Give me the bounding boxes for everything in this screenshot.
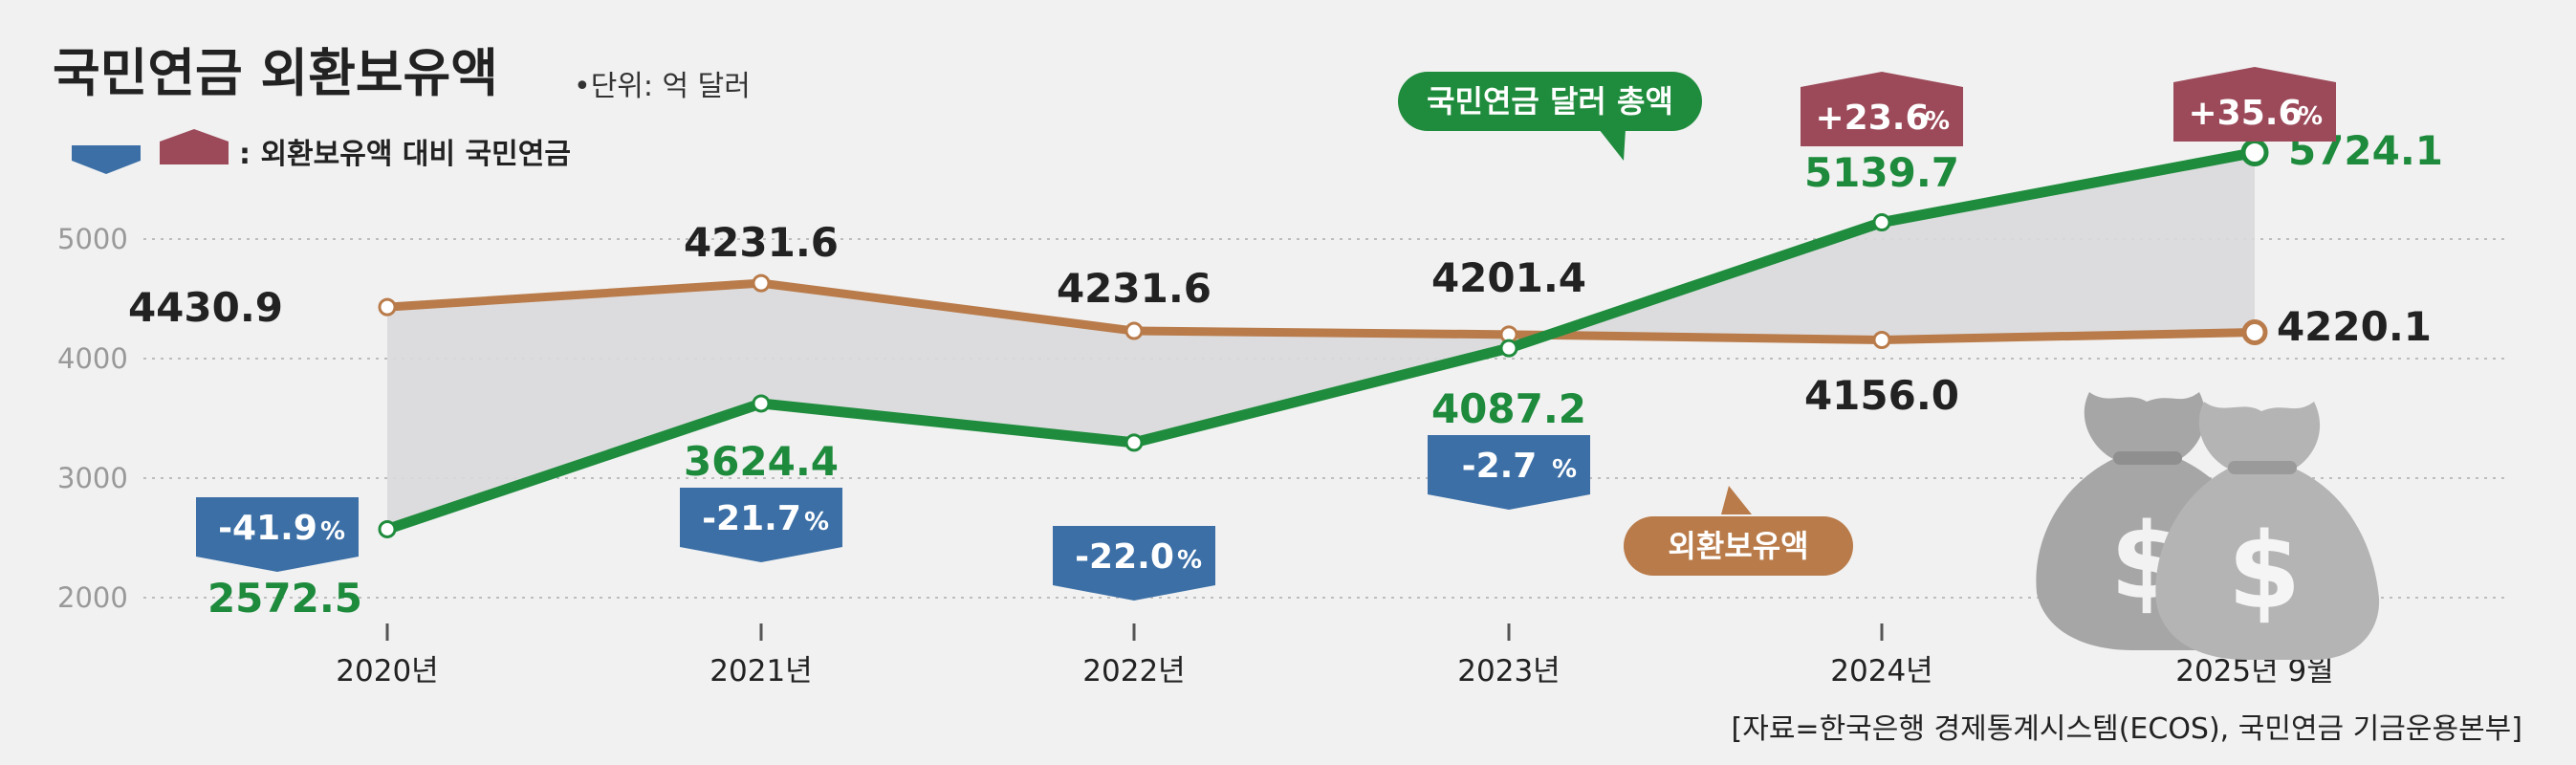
gap-fill — [387, 152, 2255, 530]
series-lines — [385, 147, 2257, 535]
point-orange — [1124, 321, 1144, 340]
series-points — [378, 138, 2269, 538]
data-label-orange: 4231.6 — [1057, 265, 1212, 312]
series-line-green — [385, 147, 2257, 535]
legend-text: : 외환보유액 대비 국민연금 — [239, 138, 571, 171]
ratio-badge: -2.7% — [1428, 435, 1590, 510]
ratio-badge-shape — [2173, 67, 2336, 142]
y-tick-label: 4000 — [57, 342, 128, 375]
ratio-badge-suffix: % — [320, 517, 345, 546]
y-tick-label: 5000 — [57, 223, 128, 255]
money-bag-icon: $ $ — [2036, 392, 2380, 660]
ratio-badge-value: -41.9 — [218, 509, 317, 548]
point-orange — [2241, 318, 2268, 345]
chart-title: 국민연금 외환보유액 — [53, 43, 498, 103]
ratio-badge: +35.6% — [2173, 67, 2336, 142]
callout-green: 국민연금 달러 총액 — [1398, 72, 1702, 161]
legend: : 외환보유액 대비 국민연금 — [72, 129, 571, 174]
ratio-badge-shape — [1428, 435, 1590, 510]
callout-orange: 외환보유액 — [1624, 486, 1853, 576]
ratio-badge-suffix: % — [1925, 107, 1950, 136]
series-line-orange — [386, 278, 2256, 344]
ratio-badge-value: -2.7 — [1462, 447, 1538, 486]
ratio-badge-suffix: % — [804, 508, 829, 536]
ratio-badge: -41.9% — [196, 497, 359, 572]
point-green — [378, 519, 397, 538]
ratio-badge-shape — [1053, 526, 1215, 601]
point-orange — [378, 297, 397, 317]
data-label-green: 3624.4 — [684, 438, 839, 485]
legend-positive-badge-icon — [160, 129, 229, 164]
ratio-badge-value: -21.7 — [702, 499, 801, 538]
ratio-badge: +23.6% — [1801, 72, 1963, 146]
unit-label: •단위: 억 달러 — [574, 70, 751, 103]
ratio-badge-shape — [680, 488, 842, 562]
x-tick-label: 2022년 — [1082, 654, 1185, 688]
y-tick-label: 2000 — [57, 581, 128, 614]
point-green — [1124, 433, 1144, 452]
y-tick-label: 3000 — [57, 462, 128, 494]
ratio-badge-shape — [196, 497, 359, 572]
svg-text:$: $ — [2228, 510, 2302, 632]
data-label-orange: 4430.9 — [128, 284, 283, 331]
ratio-badge-value: +23.6 — [1816, 98, 1930, 138]
point-orange — [1872, 331, 1891, 349]
point-green — [1872, 213, 1891, 232]
x-tick-label: 2024년 — [1830, 654, 1932, 688]
point-orange — [752, 273, 771, 293]
source-note: [자료=한국은행 경제통계시스템(ECOS), 국민연금 기금운용본부] — [1732, 712, 2522, 746]
x-tick-label: 2020년 — [336, 654, 438, 688]
point-green — [752, 394, 771, 413]
ratio-badge-suffix: % — [1177, 546, 1202, 575]
ratio-badge: -22.0% — [1053, 526, 1215, 601]
data-label-green: 4087.2 — [1431, 385, 1586, 432]
x-tick-label: 2023년 — [1457, 654, 1560, 688]
data-label-green: 2572.5 — [207, 575, 362, 622]
callout-orange-text: 외환보유액 — [1668, 528, 1808, 564]
ratio-badge-shape — [1801, 72, 1963, 146]
ratio-badges: -41.9% -21.7 %-22.0 %-2.7 %+23.6% +35.6% — [196, 67, 2336, 601]
x-tick-label: 2021년 — [709, 654, 812, 688]
gap-area — [387, 152, 2255, 530]
point-green — [2240, 138, 2269, 166]
ratio-badge-suffix: % — [2298, 102, 2323, 131]
callout-green-text: 국민연금 달러 총액 — [1427, 83, 1673, 120]
data-label-orange: 4201.4 — [1431, 254, 1586, 301]
legend-negative-badge-icon — [72, 145, 141, 174]
point-green — [1499, 339, 1518, 358]
data-label-orange: 4231.6 — [684, 219, 839, 266]
ratio-badge-value: +35.6 — [2189, 94, 2303, 133]
ratio-badge: -21.7% — [680, 488, 842, 562]
data-label-orange: 4156.0 — [1804, 372, 1959, 419]
x-axis: 2020년 2021년 2022년 2023년 2024년 2025년 9월 — [336, 623, 2334, 688]
data-label-orange: 4220.1 — [2277, 303, 2432, 350]
ratio-badge-suffix: % — [1552, 455, 1577, 484]
ratio-badge-value: -22.0 — [1075, 537, 1174, 577]
data-label-green: 5139.7 — [1804, 149, 1959, 196]
